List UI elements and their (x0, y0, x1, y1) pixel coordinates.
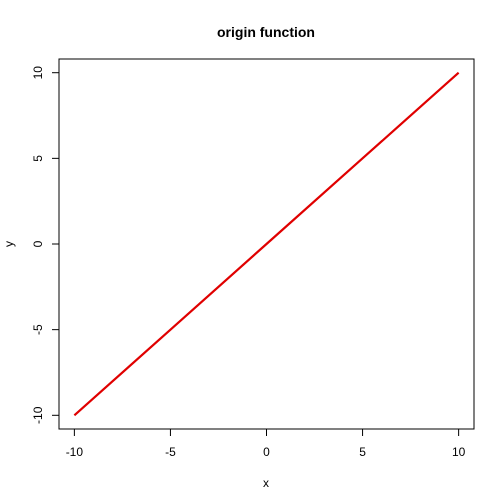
y-tick-label: 0 (31, 240, 45, 247)
x-tick-label: -10 (66, 445, 84, 459)
y-tick-label: -10 (31, 406, 45, 424)
x-axis-label: x (263, 476, 269, 490)
series-layer (73, 71, 460, 417)
y-tick-label: 10 (31, 66, 45, 80)
y-tick-label: -5 (31, 324, 45, 335)
x-tick-label: 5 (359, 445, 366, 459)
x-tick-label: -5 (165, 445, 176, 459)
x-axis: -10 -5 0 5 10 (66, 428, 466, 459)
y-axis-label: y (2, 241, 16, 247)
series-line (73, 71, 460, 417)
y-axis: -10 -5 0 5 10 (31, 66, 60, 424)
chart-title: origin function (217, 24, 315, 40)
y-tick-label: 5 (31, 155, 45, 162)
x-tick-label: 10 (452, 445, 466, 459)
x-tick-label: 0 (263, 445, 270, 459)
